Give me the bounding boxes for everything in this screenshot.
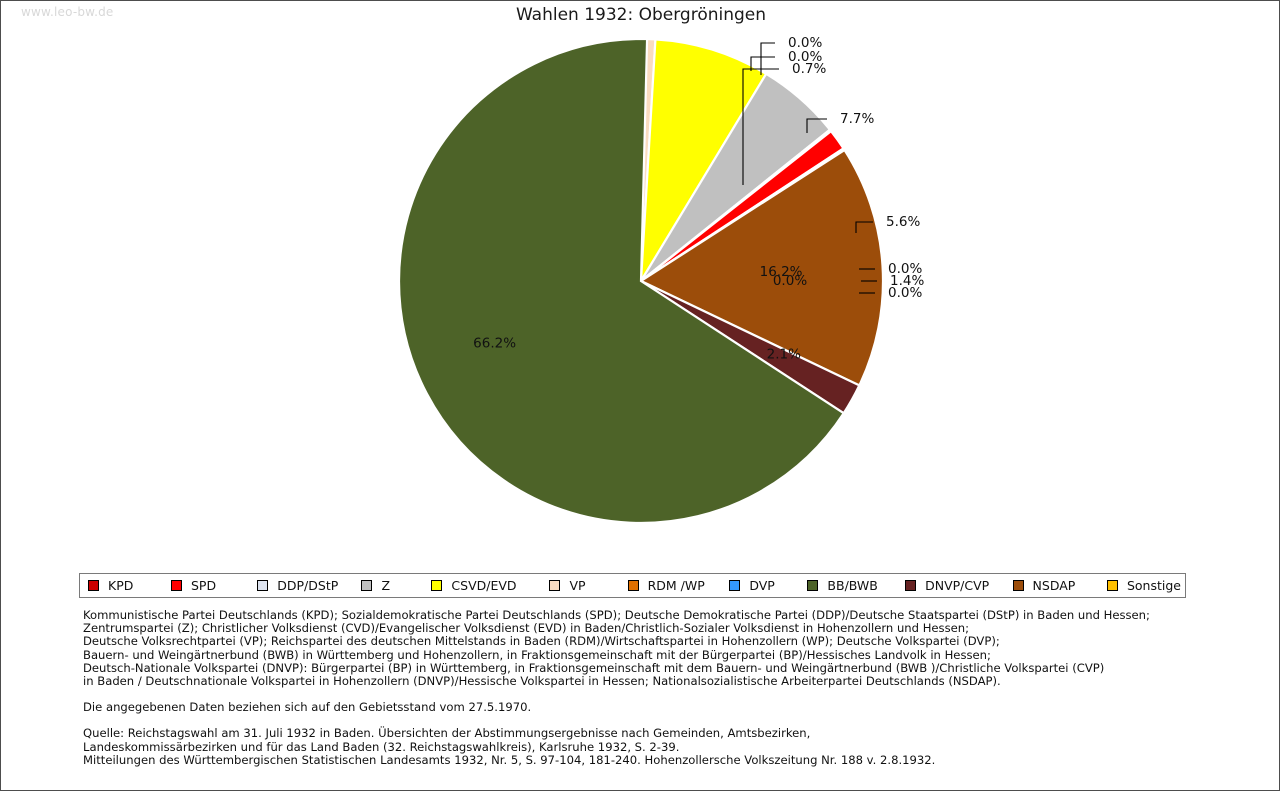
pie-slice-bb-bwb[interactable]: [397, 37, 846, 525]
chart-legend: KPD SPD DDP/DStP Z CSVD/EVD VP RDM /WP DVP BB/BW…: [79, 573, 1186, 598]
footnote-line: Deutsch-Nationale Volkspartei (DNVP): Bü…: [83, 660, 1105, 675]
legend-label: NSDAP: [1032, 578, 1076, 593]
pie-chart-svg: 66.2%16.2%2.1%0.0%0.0%0.0%0.7%7.7%5.6%0.…: [397, 35, 924, 525]
pie-label-spd: 1.4%: [890, 273, 924, 289]
legend-swatch-icon: [88, 580, 99, 591]
pie-label-dvp: 0.0%: [773, 273, 807, 289]
legend-item-vp[interactable]: VP: [541, 574, 619, 597]
legend-item-dnvp-cvp[interactable]: DNVP/CVP: [897, 574, 1004, 597]
legend-label: SPD: [191, 578, 217, 593]
footnote-block: Kommunistische Partei Deutschlands (KPD)…: [83, 608, 1203, 767]
legend-swatch-icon: [627, 580, 639, 591]
leader-z: [855, 221, 873, 233]
pie-leader-lines-group: [742, 42, 877, 294]
footnote-line: Zentrumspartei (Z); Christlicher Volksdi…: [83, 621, 970, 636]
pie-label-ddp-dstp: 0.0%: [888, 261, 922, 277]
footnote-line: Kommunistische Partei Deutschlands (KPD)…: [83, 608, 1150, 622]
legend-label: DVP: [749, 578, 775, 593]
legend-item-nsdap[interactable]: NSDAP: [1005, 574, 1099, 597]
site-watermark: www.leo-bw.de: [21, 5, 114, 19]
legend-label: Z: [381, 578, 391, 593]
legend-item-rdm-wp[interactable]: RDM /WP: [620, 574, 722, 597]
footnote-line: Deutsche Volksrechtpartei (VP); Reichspa…: [83, 634, 1000, 649]
pie-label-nsdap: 16.2%: [760, 264, 803, 280]
footnote-line: in Baden / Deutschnationale Volkspartei …: [83, 674, 1001, 689]
footnote-note: Die angegebenen Daten beziehen sich auf …: [83, 700, 532, 715]
legend-label: KPD: [108, 578, 134, 593]
legend-label: RDM /WP: [647, 578, 705, 593]
legend-item-kpd[interactable]: KPD: [80, 574, 163, 597]
source-line: Mitteilungen des Württembergischen Stati…: [83, 752, 936, 767]
legend-swatch-icon: [729, 580, 741, 591]
legend-item-bb-bwb[interactable]: BB/BWB: [799, 574, 897, 597]
legend-swatch-icon: [1012, 580, 1024, 591]
pie-chart-area: 66.2% 16.2% 2.1% 0.0% 0.0% 0.0% 0.7% 7.7% 5.6% 0.…: [1, 1, 1279, 566]
footnote-line: Bauern- und Weingärtnerbund (BWB) in Wür…: [83, 647, 991, 662]
legend-swatch-icon: [905, 580, 917, 591]
pie-label-rdm-wp: 0.0%: [788, 49, 822, 65]
footnote-parties: Kommunistische Partei Deutschlands (KPD)…: [83, 608, 1203, 689]
pie-slice-nsdap[interactable]: [638, 148, 885, 387]
legend-item-z[interactable]: Z: [353, 574, 423, 597]
pie-slices-group: [397, 37, 885, 525]
legend-label: CSVD/EVD: [451, 578, 517, 593]
legend-item-ddp-dstp[interactable]: DDP/DStP: [249, 574, 353, 597]
pie-label-csvd-evd: 7.7%: [840, 111, 874, 127]
legend-swatch-icon: [549, 580, 561, 591]
legend-label: VP: [569, 578, 586, 593]
pie-label-bb-bwb: 66.2%: [473, 335, 516, 351]
pie-label-sonstige: 0.0%: [788, 35, 822, 51]
legend-item-spd[interactable]: SPD: [163, 574, 249, 597]
legend-swatch-icon: [431, 580, 443, 591]
leader-rdm-wp: [750, 56, 775, 71]
legend-item-csvd-evd[interactable]: CSVD/EVD: [423, 574, 541, 597]
pie-label-dnvp-cvp: 2.1%: [767, 347, 801, 363]
legend-label: Sonstige: [1126, 578, 1181, 593]
pie-value-labels-group: 66.2%16.2%2.1%0.0%0.0%0.0%0.7%7.7%5.6%0.…: [473, 35, 924, 363]
legend-swatch-icon: [171, 580, 182, 591]
legend-swatch-icon: [361, 580, 373, 591]
leader-sonstige: [760, 42, 775, 75]
pie-slice-csvd-evd[interactable]: [639, 38, 768, 282]
leader-csvd-evd: [806, 118, 827, 133]
legend-swatch-icon: [1106, 580, 1118, 591]
page-title: Wahlen 1932: Obergröningen: [515, 5, 767, 25]
legend-swatch-icon: [807, 580, 819, 591]
leader-vp: [742, 68, 779, 185]
legend-label: DDP/DStP: [277, 578, 339, 593]
pie-label-vp: 0.7%: [792, 61, 826, 77]
legend-item-dvp[interactable]: DVP: [721, 574, 799, 597]
legend-item-sonstige[interactable]: Sonstige: [1099, 574, 1185, 597]
legend-label: DNVP/CVP: [925, 578, 990, 593]
footnote-source: Quelle: Reichstagswahl am 31. Juli 1932 …: [83, 727, 1203, 767]
source-line: Quelle: Reichstagswahl am 31. Juli 1932 …: [83, 726, 811, 741]
pie-label-dvp-right: 0.0%: [888, 285, 922, 301]
source-line: Landeskommissärbezirken und für das Land…: [83, 739, 680, 754]
legend-swatch-icon: [257, 580, 269, 591]
legend-label: BB/BWB: [827, 578, 878, 593]
pie-label-z: 5.6%: [886, 214, 920, 230]
